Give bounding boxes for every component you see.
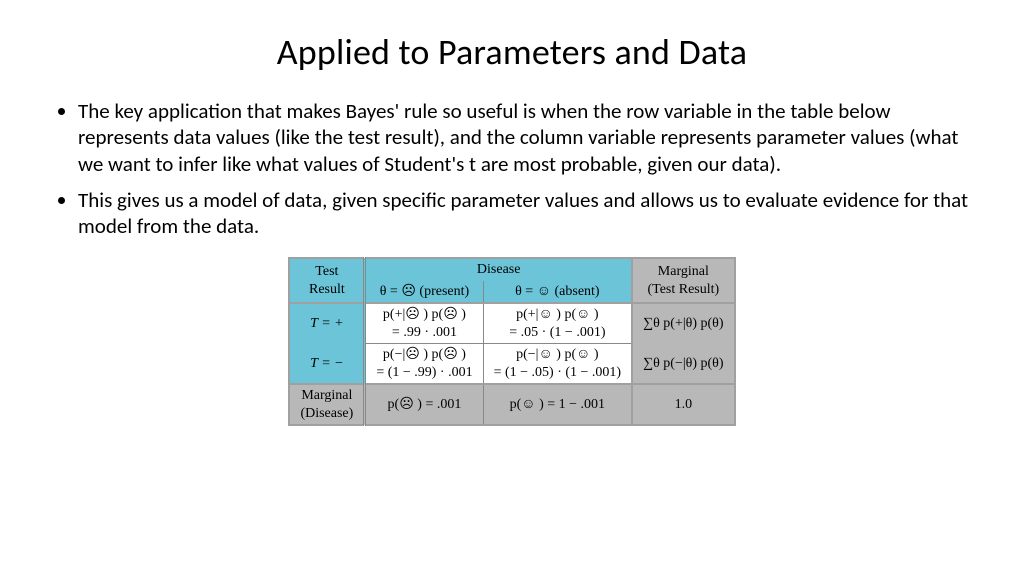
cell-neg-present: p(−|☹ ) p(☹ ) = (1 − .99) · .001: [365, 344, 483, 385]
hdr-marginal: Marginal (Test Result): [632, 258, 734, 303]
bullet-1: The key application that makes Bayes' ru…: [78, 98, 974, 177]
hdr-test-result: Test Result: [289, 258, 364, 303]
slide: Applied to Parameters and Data The key a…: [0, 0, 1024, 576]
ftr-present: p(☹ ) = .001: [365, 384, 483, 425]
cell-pos-marginal: ∑θ p(+|θ) p(θ): [632, 303, 734, 344]
cell-neg-marginal: ∑θ p(−|θ) p(θ): [632, 344, 734, 385]
table-container: Test Result Disease Marginal (Test Resul…: [50, 257, 974, 426]
body-bullets: The key application that makes Bayes' ru…: [50, 98, 974, 239]
ftr-marginal: 1.0: [632, 384, 734, 425]
bullet-2: This gives us a model of data, given spe…: [78, 187, 974, 240]
hdr-disease: Disease: [365, 258, 632, 281]
row-label-pos: T = +: [289, 303, 364, 344]
hdr-theta-present: θ = ☹ (present): [365, 281, 483, 304]
cell-pos-present: p(+|☹ ) p(☹ ) = .99 · .001: [365, 303, 483, 344]
ftr-label: Marginal (Disease): [289, 384, 364, 425]
ftr-absent: p(☺ ) = 1 − .001: [483, 384, 632, 425]
cell-pos-absent: p(+|☺ ) p(☺ ) = .05 · (1 − .001): [483, 303, 632, 344]
bayes-table: Test Result Disease Marginal (Test Resul…: [288, 257, 735, 426]
hdr-theta-absent: θ = ☺ (absent): [483, 281, 632, 304]
cell-neg-absent: p(−|☺ ) p(☺ ) = (1 − .05) · (1 − .001): [483, 344, 632, 385]
slide-title: Applied to Parameters and Data: [50, 30, 974, 74]
row-label-neg: T = −: [289, 344, 364, 385]
